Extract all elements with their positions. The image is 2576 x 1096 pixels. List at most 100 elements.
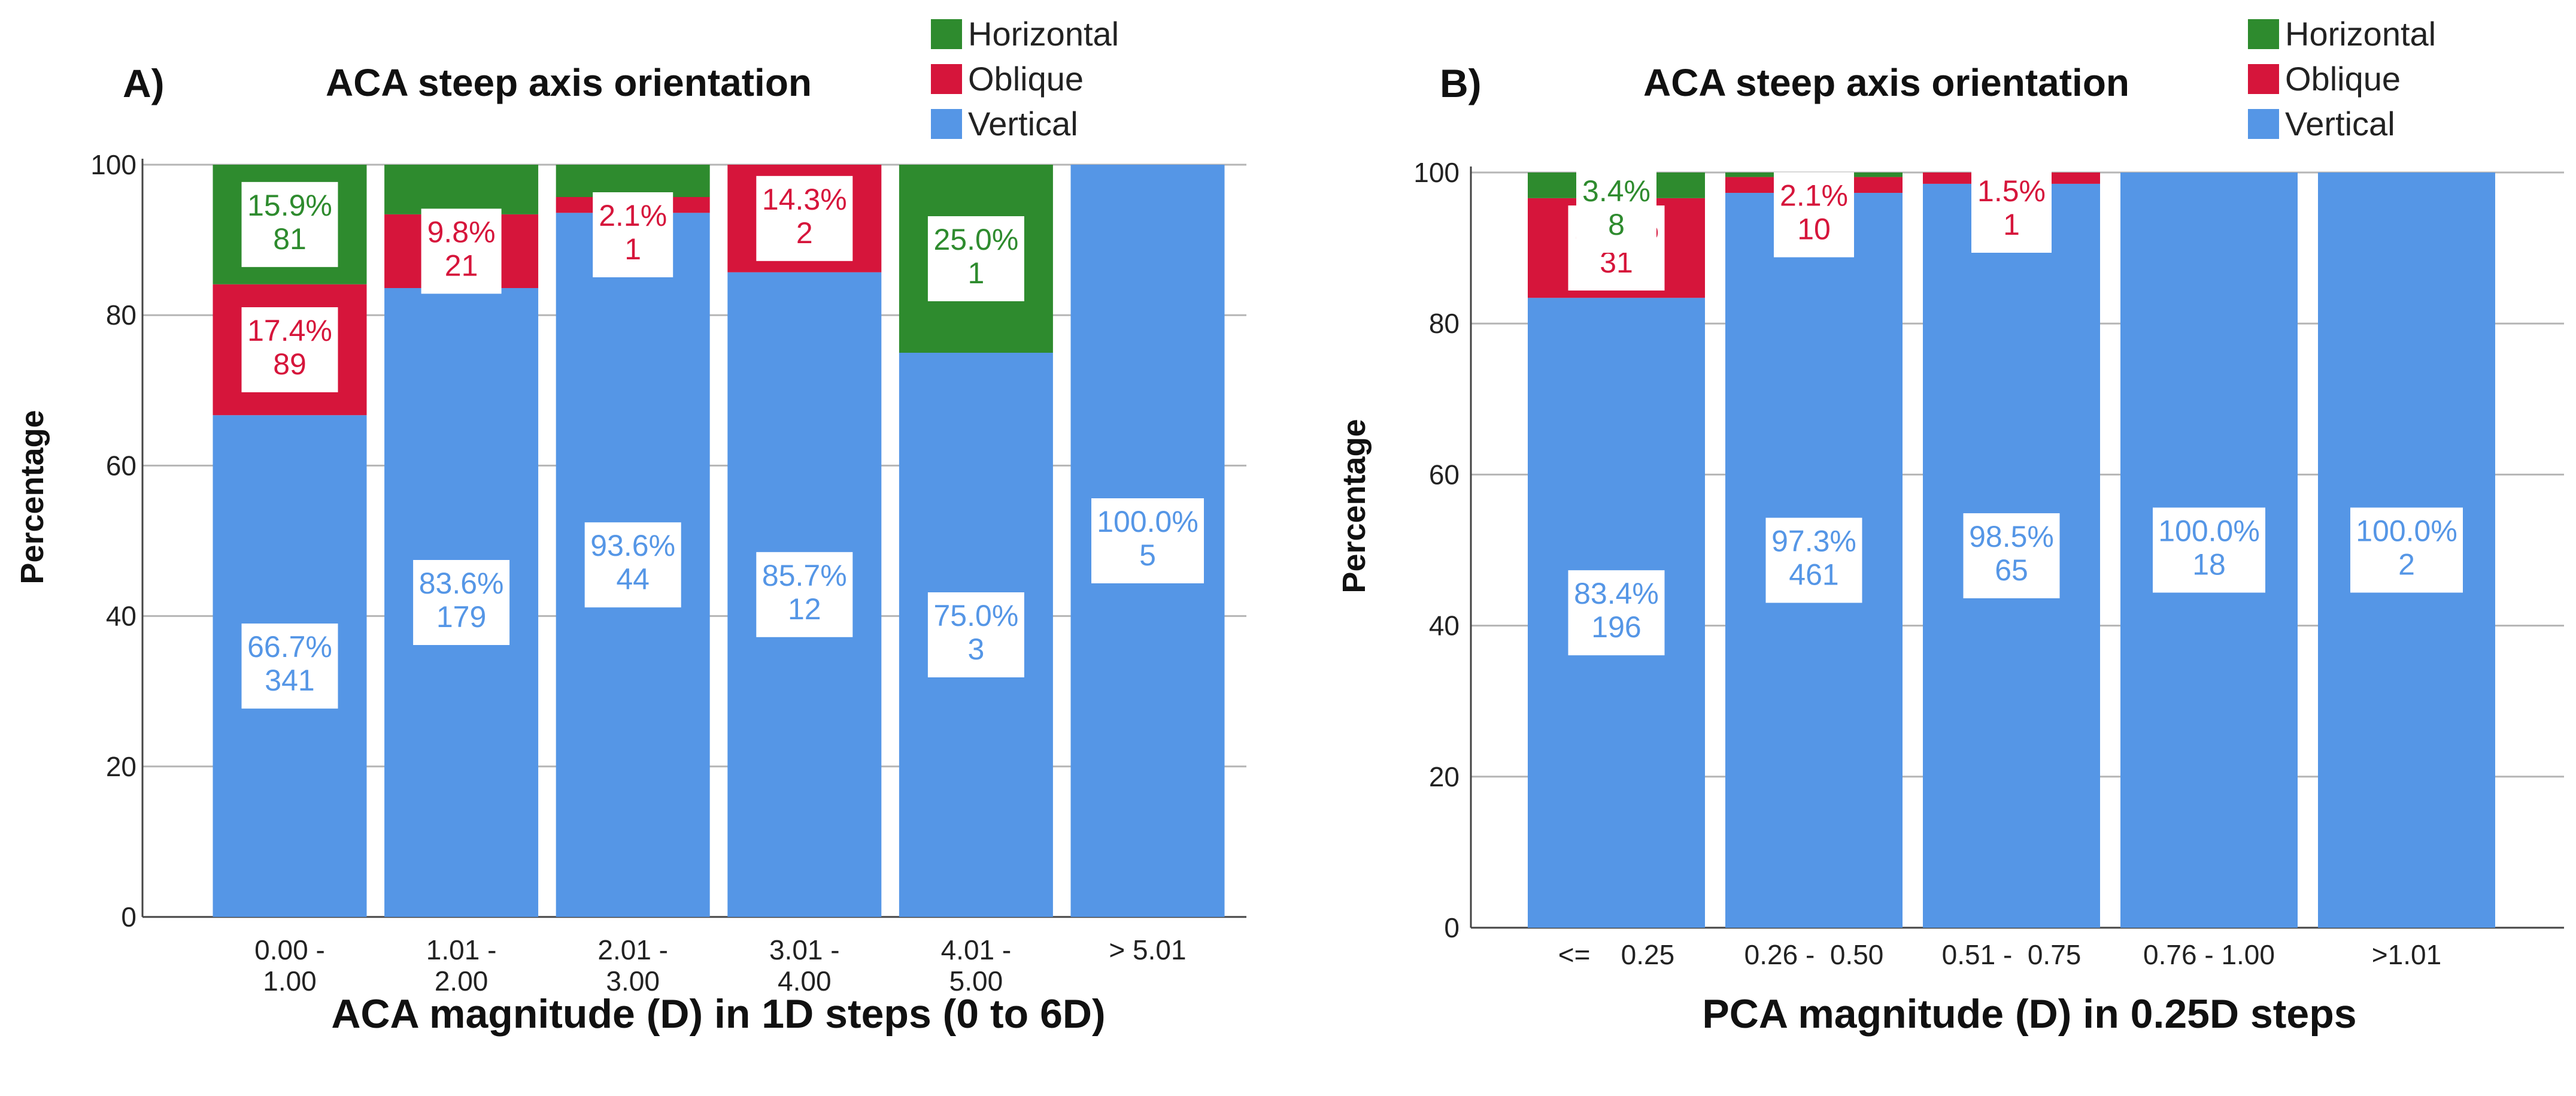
legend-swatch-horizontal xyxy=(2248,19,2279,49)
x-tick-label: 2.01 - xyxy=(597,934,668,965)
legend: Horizontal Oblique Vertical xyxy=(2248,15,2436,143)
data-label: 100.0% xyxy=(1097,505,1199,538)
data-label-box xyxy=(241,307,338,392)
data-label: 89 xyxy=(273,347,307,381)
data-label: 83.6% xyxy=(419,567,504,600)
y-tick-label: 60 xyxy=(106,450,136,481)
x-tick-label: 0.26 - 0.50 xyxy=(1744,939,1884,970)
legend-swatch-horizontal xyxy=(931,19,962,49)
data-label: 17.4% xyxy=(247,314,332,347)
data-label: 18 xyxy=(2192,548,2226,582)
data-label: 15.9% xyxy=(247,189,332,222)
data-label: 10 xyxy=(1797,213,1831,246)
data-label-box xyxy=(2350,507,2463,593)
legend-swatch-oblique xyxy=(2248,64,2279,94)
data-label: 14.3% xyxy=(762,183,847,216)
data-label: 25.0% xyxy=(934,223,1019,256)
y-tick-label: 100 xyxy=(90,149,136,180)
x-tick-label: >1.01 xyxy=(2372,939,2441,970)
data-label: 2 xyxy=(796,216,813,250)
data-label-box xyxy=(2153,507,2265,593)
x-tick-label: <= 0.25 xyxy=(1558,939,1674,970)
data-label: 2 xyxy=(2398,548,2415,582)
data-label: 65 xyxy=(1995,553,2028,587)
x-tick-label: > 5.01 xyxy=(1109,934,1186,965)
x-tick-label: 0.00 - xyxy=(254,934,325,965)
data-label-box xyxy=(1765,517,1862,603)
data-label: 461 xyxy=(1789,558,1838,592)
data-label: 1 xyxy=(624,232,641,266)
data-label-box xyxy=(421,208,502,294)
y-tick-label: 0 xyxy=(1444,912,1460,943)
x-tick-label: 3.01 - xyxy=(769,934,840,965)
data-label: 100.0% xyxy=(2356,514,2457,548)
y-tick-label: 20 xyxy=(1429,761,1460,792)
legend-label: Oblique xyxy=(968,60,1084,98)
y-tick-label: 40 xyxy=(106,601,136,632)
legend-swatch-vertical xyxy=(931,109,962,139)
y-tick-label: 80 xyxy=(106,299,136,331)
legend-label: Vertical xyxy=(968,105,1078,143)
y-axis-label: Percentage xyxy=(14,410,50,584)
y-tick-label: 80 xyxy=(1429,308,1460,339)
panel-label: A) xyxy=(123,61,165,105)
data-label-box xyxy=(1963,513,2060,598)
data-label-box xyxy=(241,623,338,709)
legend-swatch-vertical xyxy=(2248,109,2279,139)
bar-segment-horizontal xyxy=(384,165,539,214)
data-label: 2.1% xyxy=(1780,179,1848,213)
data-label: 179 xyxy=(436,600,486,634)
x-axis-label: ACA magnitude (D) in 1D steps (0 to 6D) xyxy=(331,991,1105,1037)
y-tick-label: 20 xyxy=(106,751,136,782)
data-label-box xyxy=(927,592,1024,677)
data-label: 21 xyxy=(445,249,478,282)
x-tick-label: 0.51 - 0.75 xyxy=(1942,939,2082,970)
data-label: 75.0% xyxy=(934,599,1019,632)
data-label: 1 xyxy=(967,256,984,290)
legend-swatch-oblique xyxy=(931,64,962,94)
legend-label: Horizontal xyxy=(2285,15,2436,53)
data-label: 98.5% xyxy=(1969,520,2054,553)
data-label: 1.5% xyxy=(1977,174,2046,208)
x-tick-label: 0.76 - 1.00 xyxy=(2143,939,2275,970)
chart-panel-a: 0 20 40 60 80 100 66.7%341 17.4%89 15.9%81 0.00 -… xyxy=(14,15,1246,1037)
y-tick-label: 0 xyxy=(121,901,136,932)
data-label: 85.7% xyxy=(762,559,847,592)
data-label-box xyxy=(1568,570,1665,656)
x-tick-label: 3.00 xyxy=(606,965,660,997)
data-label: 97.3% xyxy=(1771,525,1856,558)
data-label: 8 xyxy=(1608,208,1625,241)
x-tick-label: 4.01 - xyxy=(941,934,1012,965)
data-label: 196 xyxy=(1591,610,1641,644)
y-tick-label: 40 xyxy=(1429,610,1460,641)
y-tick-label: 60 xyxy=(1429,459,1460,490)
data-label-box xyxy=(584,522,681,608)
y-axis-label: Percentage xyxy=(1336,419,1372,593)
data-label-box xyxy=(1971,168,2052,253)
legend-label: Horizontal xyxy=(968,15,1119,53)
data-label-box xyxy=(593,192,673,278)
data-label: 1 xyxy=(2003,208,2020,241)
data-label: 81 xyxy=(273,222,307,256)
y-tick-label: 100 xyxy=(1413,157,1460,188)
data-label: 9.8% xyxy=(427,215,496,249)
x-tick-label: 1.01 - xyxy=(426,934,497,965)
data-label-box xyxy=(756,175,853,261)
chart-title: ACA steep axis orientation xyxy=(1643,61,2129,104)
data-label: 5 xyxy=(1139,538,1156,572)
data-label-box xyxy=(1774,172,1854,258)
panel-label: B) xyxy=(1440,61,1482,105)
data-label: 12 xyxy=(788,592,821,626)
data-label-box xyxy=(1576,168,1656,253)
data-label-box xyxy=(927,216,1024,301)
x-tick-label: 5.00 xyxy=(949,965,1003,997)
x-tick-label: 1.00 xyxy=(263,965,317,997)
data-label: 3 xyxy=(967,632,984,666)
data-label: 2.1% xyxy=(599,199,667,232)
data-label: 341 xyxy=(265,664,314,697)
legend-label: Oblique xyxy=(2285,60,2401,98)
x-tick-label: 4.00 xyxy=(778,965,832,997)
chart-title: ACA steep axis orientation xyxy=(326,61,812,104)
